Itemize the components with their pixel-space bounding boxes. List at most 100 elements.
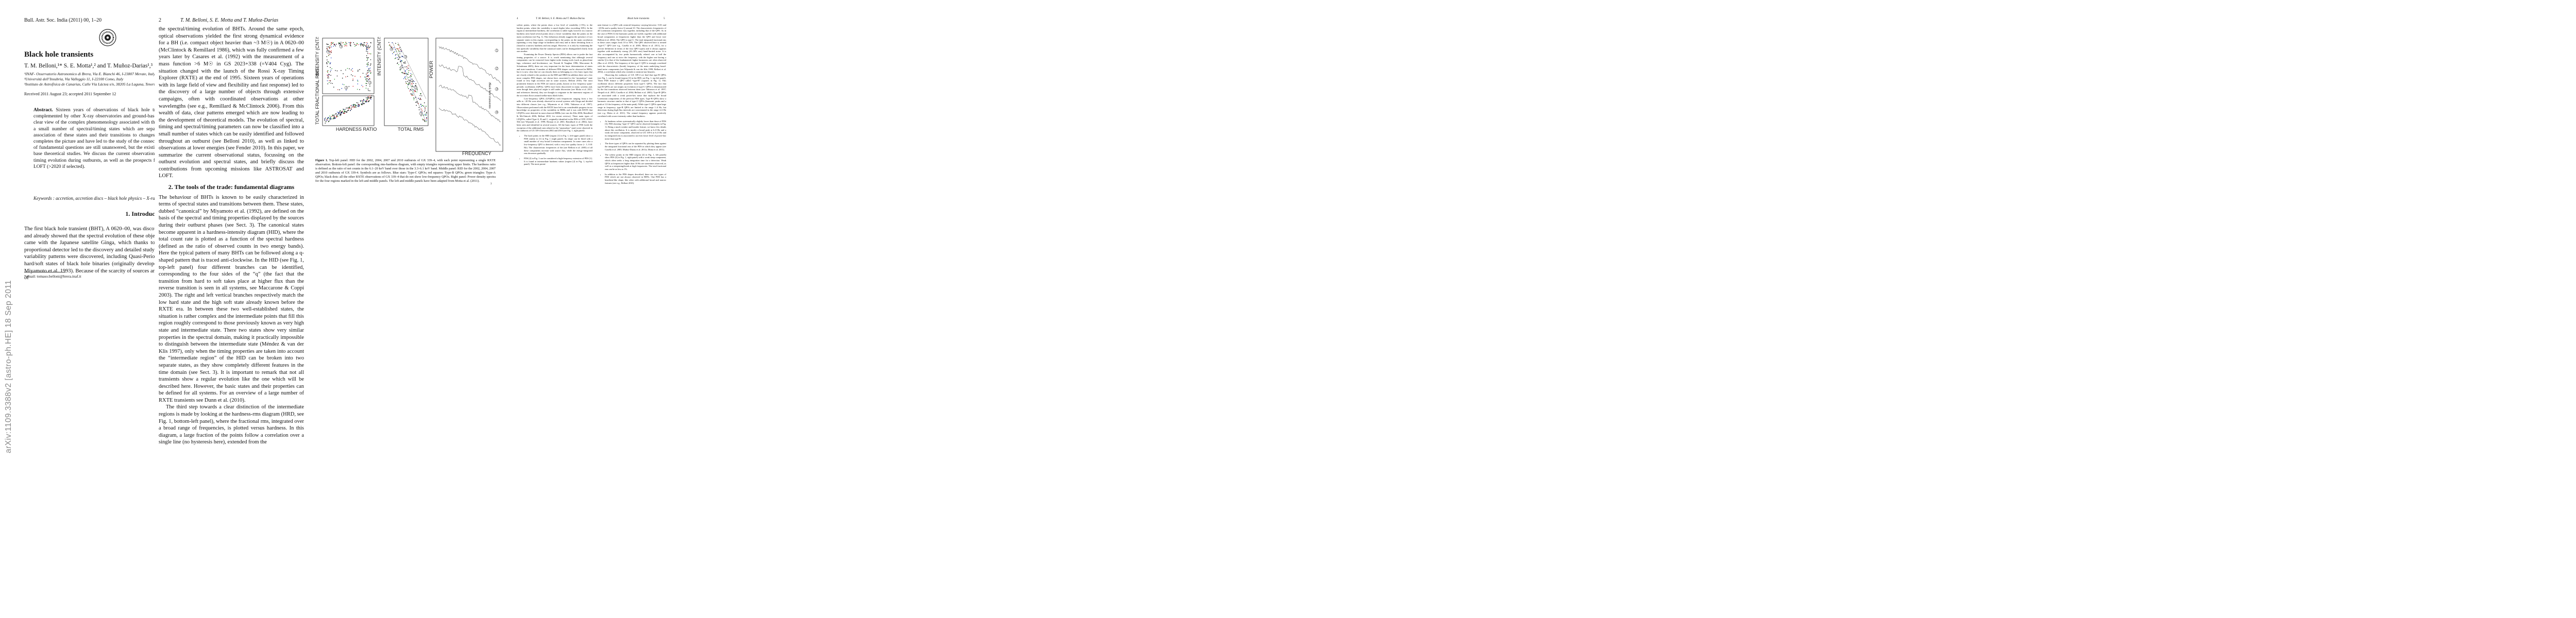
hid-data-point [331, 42, 332, 43]
arxiv-stamp: arXiv:1109.3388v2 [astro-ph.HE] 18 Sep 2… [4, 280, 13, 453]
hrd-data-point [344, 113, 345, 114]
hid-region-label: 1 [369, 81, 371, 84]
rid-data-point [413, 97, 414, 98]
rid-data-point [410, 80, 411, 81]
hid-data-point [369, 71, 370, 72]
hid-data-point [346, 90, 347, 91]
hid-data-point [368, 48, 369, 49]
hid-data-point [365, 45, 367, 47]
hrd-data-point [364, 101, 366, 102]
hrd-data-point [340, 112, 342, 113]
hid-data-point [329, 54, 331, 55]
hrd-data-point [351, 107, 352, 108]
rid-data-point [420, 115, 422, 116]
rid-data-point [405, 81, 406, 82]
hrd-data-point [367, 96, 368, 98]
hrd-data-point [340, 114, 341, 115]
hid-data-point [369, 67, 371, 68]
pds-spectrum-curve [438, 84, 501, 122]
hrd-data-point [347, 107, 348, 109]
page-2-paragraph-1: the spectral/timing evolution of BHTs. A… [159, 26, 304, 179]
hid-data-point [357, 71, 359, 72]
hid-data-point [370, 42, 371, 44]
rid-data-point [394, 58, 396, 59]
hid-data-point [351, 74, 352, 75]
hrd-data-point [362, 102, 363, 104]
rid-data-point [417, 89, 418, 91]
rid-data-point [419, 95, 421, 96]
rid-data-point [410, 73, 412, 74]
rid-data-point [393, 47, 395, 48]
rid-data-point [408, 88, 409, 89]
hid-data-point [338, 43, 340, 44]
rid-data-point [411, 83, 413, 85]
hid-data-point [357, 80, 359, 82]
hrd-data-point [336, 114, 337, 116]
page-4-paragraph-2: Examining the Power Density Spectra (PDS… [517, 53, 592, 97]
hid-data-point [327, 75, 328, 76]
hid-data-point [327, 44, 328, 45]
page-5-header: Black hole transients [628, 18, 650, 20]
hid-data-point [370, 53, 371, 55]
hrd-data-point [356, 105, 357, 107]
section-2-title: 2. The tools of the trade: fundamental d… [168, 183, 295, 191]
rid-data-point [413, 86, 414, 88]
rid-data-point [424, 121, 426, 122]
hid-data-point [330, 47, 331, 48]
affiliation-3: ³Instituto de Astrofísica de Canarias, C… [24, 82, 169, 87]
rid-data-point [398, 48, 400, 49]
rid-data-point [424, 111, 425, 112]
hrd-y-label: TOTAL FRACTIONAL RMS [315, 68, 320, 125]
hid-data-point [328, 46, 329, 47]
hrd-data-point [345, 111, 346, 113]
hid-data-point [347, 68, 348, 69]
hid-region-label: 3 [341, 45, 343, 48]
intro-paragraph: The first black hole transient (BHT), A … [24, 226, 266, 281]
rid-data-point [426, 112, 427, 113]
hid-data-point [361, 43, 362, 44]
hid-data-point [366, 49, 368, 50]
rid-data-point [425, 113, 426, 115]
rid-data-point [408, 67, 409, 69]
hid-data-point [328, 55, 329, 56]
hid-data-point [366, 46, 367, 47]
rid-data-point [407, 87, 408, 88]
rid-data-point [400, 57, 401, 58]
rid-data-point [408, 70, 409, 72]
hid-data-point [326, 63, 328, 64]
rid-data-point [424, 120, 425, 121]
hrd-panel-frame [322, 95, 375, 126]
hrd-data-point [348, 107, 349, 108]
hid-data-point [349, 43, 351, 44]
hid-data-point [353, 42, 354, 43]
hid-data-point [331, 46, 332, 47]
hid-data-point [363, 45, 364, 47]
rid-data-point [415, 85, 416, 86]
pds-region-label: 4 [496, 111, 498, 114]
hid-data-point [327, 46, 328, 47]
rid-data-point [422, 105, 423, 106]
hrd-data-point [325, 123, 326, 124]
hid-data-point [327, 72, 328, 73]
hrd-data-point [358, 104, 360, 105]
hid-data-point [367, 46, 368, 48]
hrd-data-point [348, 109, 349, 111]
hid-data-point [341, 88, 343, 89]
hid-data-point [345, 70, 346, 71]
hid-data-point [367, 64, 368, 66]
rid-data-point [388, 42, 389, 43]
hid-data-point [366, 80, 367, 81]
hrd-data-point [329, 118, 330, 119]
hid-data-point [369, 85, 370, 87]
hrd-data-point [366, 97, 367, 98]
hrd-data-point [361, 100, 363, 101]
hid-data-point [366, 50, 367, 52]
rid-data-point [395, 49, 396, 50]
hid-data-point [365, 88, 367, 89]
rid-data-point [401, 67, 402, 68]
hrd-data-point [358, 104, 359, 106]
hid-data-point [332, 43, 333, 44]
list-item: PDS [2] in Fig. 1 can be considered a hi… [524, 157, 592, 166]
hrd-data-point [363, 99, 364, 101]
page-5-number: 5 [664, 18, 665, 20]
